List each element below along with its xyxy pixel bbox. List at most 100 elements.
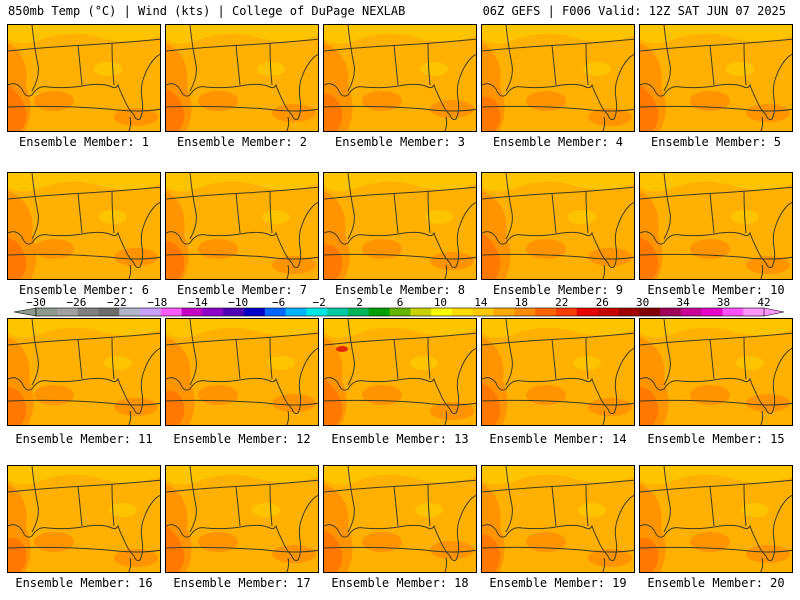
- colorbar-segment: [285, 308, 307, 316]
- temperature-map: [8, 319, 160, 425]
- ensemble-member-label: Ensemble Member: 9: [492, 283, 624, 297]
- temperature-colorbar: −30 −26 −22 −18 −14 −10 −6 −2 2 6 10 14 18 22 26 30 34 38…: [13, 296, 785, 317]
- colorbar-segment: [389, 308, 411, 316]
- colorbar-segment: [368, 308, 390, 316]
- ensemble-map-panel: [7, 318, 161, 426]
- ensemble-map-panel: [323, 24, 477, 132]
- colorbar-segment: [639, 308, 661, 316]
- colorbar-segment: [223, 308, 245, 316]
- ensemble-map-panel: [165, 24, 319, 132]
- temperature-map: [324, 173, 476, 279]
- colorbar-segment: [660, 308, 682, 316]
- colorbar-tick-label: 42: [757, 296, 770, 309]
- ensemble-member-label: Ensemble Member: 19: [489, 576, 627, 590]
- ensemble-member-label: Ensemble Member: 8: [334, 283, 466, 297]
- temperature-map: [640, 466, 792, 572]
- ensemble-member-label: Ensemble Member: 14: [489, 432, 627, 446]
- temperature-map: [166, 173, 318, 279]
- colorbar-segment: [535, 308, 557, 316]
- colorbar-segment: [514, 308, 536, 316]
- ensemble-map-panel: [481, 465, 635, 573]
- colorbar-max-arrow: [763, 307, 785, 317]
- ensemble-map-panel: [165, 318, 319, 426]
- ensemble-map-panel: [323, 465, 477, 573]
- ensemble-member-label: Ensemble Member: 10: [647, 283, 785, 297]
- ensemble-map-panel: [165, 465, 319, 573]
- colorbar-segment: [244, 308, 266, 316]
- colorbar-segment: [181, 308, 203, 316]
- colorbar-segment: [56, 308, 78, 316]
- colorbar-tick-label: 30: [636, 296, 649, 309]
- ensemble-map-panel: [481, 24, 635, 132]
- temperature-map: [166, 25, 318, 131]
- colorbar-segment: [618, 308, 640, 316]
- colorbar-tick-label: −18: [147, 296, 167, 309]
- ensemble-member-label: Ensemble Member: 18: [331, 576, 469, 590]
- ensemble-map-panel: [481, 172, 635, 280]
- temperature-map: [640, 173, 792, 279]
- colorbar-segment: [576, 308, 598, 316]
- colorbar-tick-label: −10: [228, 296, 248, 309]
- ensemble-map-panel: [165, 172, 319, 280]
- colorbar-segment: [264, 308, 286, 316]
- ensemble-map-panel: [481, 318, 635, 426]
- colorbar-tick-label: −6: [272, 296, 285, 309]
- temperature-map: [482, 173, 634, 279]
- ensemble-member-label: Ensemble Member: 3: [334, 135, 466, 149]
- temperature-map: [8, 173, 160, 279]
- colorbar-tick-label: 26: [596, 296, 609, 309]
- colorbar-segment: [472, 308, 494, 316]
- colorbar-tick-label: 18: [515, 296, 528, 309]
- header-run-info: 06Z GEFS | F006 Valid: 12Z SAT JUN 07 20…: [482, 4, 786, 18]
- temperature-map: [324, 466, 476, 572]
- ensemble-map-panel: [639, 465, 793, 573]
- temperature-map: [324, 319, 476, 425]
- ensemble-member-label: Ensemble Member: 5: [650, 135, 782, 149]
- colorbar-tick-label: 22: [555, 296, 568, 309]
- temperature-map: [482, 25, 634, 131]
- colorbar-segment: [452, 308, 474, 316]
- ensemble-member-label: Ensemble Member: 7: [176, 283, 308, 297]
- ensemble-map-panel: [639, 24, 793, 132]
- colorbar-segment: [36, 308, 58, 316]
- temperature-map: [482, 466, 634, 572]
- colorbar-tick-label: −30: [26, 296, 46, 309]
- ensemble-member-label: Ensemble Member: 6: [18, 283, 150, 297]
- ensemble-map-panel: [7, 465, 161, 573]
- colorbar-tick-label: 38: [717, 296, 730, 309]
- ensemble-member-label: Ensemble Member: 20: [647, 576, 785, 590]
- colorbar-tick-label: 2: [356, 296, 363, 309]
- header-title: 850mb Temp (°C) | Wind (kts) | College o…: [8, 4, 406, 18]
- ensemble-member-label: Ensemble Member: 11: [15, 432, 153, 446]
- colorbar-segment: [327, 308, 349, 316]
- colorbar-segment: [556, 308, 578, 316]
- colorbar-tick-label: 10: [434, 296, 447, 309]
- colorbar-segment: [493, 308, 515, 316]
- colorbar-tick-label: −26: [67, 296, 87, 309]
- colorbar-tick-label: −22: [107, 296, 127, 309]
- ensemble-member-label: Ensemble Member: 15: [647, 432, 785, 446]
- colorbar-segment: [348, 308, 370, 316]
- colorbar-segment: [722, 308, 744, 316]
- ensemble-member-label: Ensemble Member: 16: [15, 576, 153, 590]
- colorbar-segment: [140, 308, 162, 316]
- colorbar-tick-label: 6: [397, 296, 404, 309]
- ensemble-member-label: Ensemble Member: 17: [173, 576, 311, 590]
- colorbar-segment: [597, 308, 619, 316]
- ensemble-member-label: Ensemble Member: 1: [18, 135, 150, 149]
- colorbar-segment: [701, 308, 723, 316]
- ensemble-map-panel: [7, 24, 161, 132]
- ensemble-map-panel: [639, 318, 793, 426]
- colorbar-segment: [202, 308, 224, 316]
- temperature-map: [8, 466, 160, 572]
- temperature-map: [482, 319, 634, 425]
- temperature-map: [324, 25, 476, 131]
- colorbar-segment: [306, 308, 328, 316]
- colorbar-tick-label: 14: [474, 296, 488, 309]
- ensemble-member-label: Ensemble Member: 4: [492, 135, 624, 149]
- colorbar-segment: [98, 308, 120, 316]
- ensemble-member-label: Ensemble Member: 2: [176, 135, 308, 149]
- ensemble-map-panel: [323, 172, 477, 280]
- colorbar-tick-label: −2: [312, 296, 325, 309]
- ensemble-map-panel: [7, 172, 161, 280]
